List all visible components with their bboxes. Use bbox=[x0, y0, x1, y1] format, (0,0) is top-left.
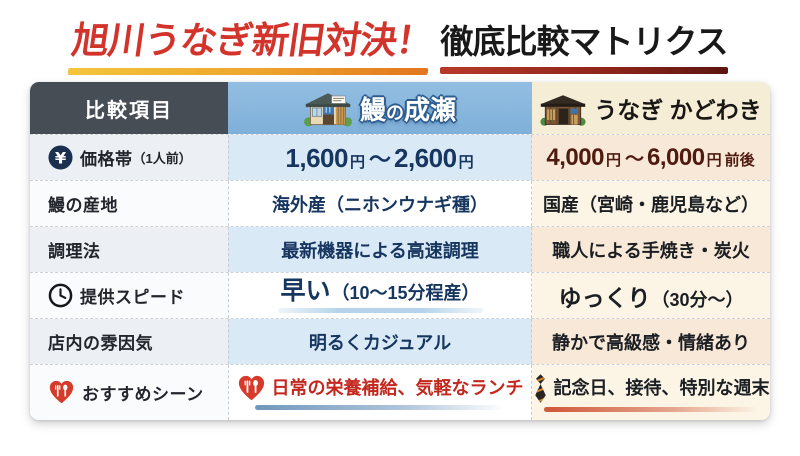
row-price-label-sub: （1人前） bbox=[132, 151, 192, 166]
origin-naruse: 海外産（ニホンウナギ種） bbox=[228, 181, 532, 226]
price-kadowaki-u2: 円 bbox=[706, 151, 722, 169]
speed-kadowaki: ゆっくり （30分〜） bbox=[532, 273, 770, 318]
mood-naruse: 明るくカジュアル bbox=[228, 319, 532, 364]
row-speed-label-cell: 提供スピード bbox=[30, 273, 228, 318]
header-naruse: 鰻の成瀬 bbox=[228, 82, 532, 134]
svg-text:¥: ¥ bbox=[55, 148, 67, 167]
row-price-label: 価格帯 bbox=[80, 150, 133, 169]
row-cooking-label: 調理法 bbox=[48, 242, 101, 261]
title-underline-orange bbox=[67, 68, 429, 75]
speed-kadowaki-rest: （30分〜） bbox=[651, 289, 744, 310]
price-naruse-u2: 円 bbox=[458, 153, 474, 171]
row-cooking: 調理法 最新機器による高速調理 職人による手焼き・炭火 bbox=[30, 226, 770, 272]
traditional-storefront-icon bbox=[540, 90, 586, 127]
mood-kadowaki: 静かで高級感・情緒あり bbox=[532, 319, 770, 364]
row-price-label-cell: ¥ 価格帯 （1人前） bbox=[30, 135, 228, 180]
row-cooking-label-cell: 調理法 bbox=[30, 227, 228, 272]
speed-naruse-underline bbox=[277, 308, 483, 314]
price-kadowaki-n2: 6,000 bbox=[647, 143, 705, 171]
row-mood: 店内の雰因気 明るくカジュアル 静かで高級感・情緒あり bbox=[30, 318, 770, 364]
page-title: 旭川うなぎ新旧対決！ 徹底比較マトリクス bbox=[0, 10, 800, 75]
row-scene-label-cell: おすすめシーン bbox=[30, 365, 228, 420]
shop-name-kadowaki: うなぎ かどわき bbox=[594, 97, 762, 123]
necktie-icon bbox=[533, 373, 548, 404]
title-underline-maroon bbox=[440, 67, 728, 74]
title-sub-text: 徹底比較マトリクス bbox=[440, 23, 728, 60]
scene-naruse-text: 日常の栄養補給、気軽なランチ bbox=[271, 377, 524, 398]
price-naruse-u1: 円 bbox=[349, 153, 365, 171]
price-kadowaki-u1: 円 bbox=[605, 151, 621, 169]
title-sub: 徹底比較マトリクス bbox=[440, 15, 729, 74]
row-mood-label-cell: 店内の雰因気 bbox=[30, 319, 228, 364]
row-mood-label: 店内の雰因気 bbox=[48, 334, 153, 353]
price-naruse-n1: 1,600 bbox=[285, 142, 348, 173]
price-naruse-n2: 2,600 bbox=[394, 142, 457, 173]
row-origin-label-cell: 鰻の産地 bbox=[30, 181, 228, 226]
shop-name-naruse-p1: 鰻 bbox=[359, 94, 386, 125]
row-origin-label: 鰻の産地 bbox=[48, 196, 118, 215]
price-naruse: 1,600 円 〜 2,600 円 bbox=[228, 135, 532, 180]
header-label-text: 比較項目 bbox=[85, 99, 173, 122]
scene-kadowaki: 記念日、接待、特別な週末 bbox=[532, 365, 770, 420]
row-price: ¥ 価格帯 （1人前） 1,600 円 〜 2,600 円 4,000 円 bbox=[30, 134, 770, 180]
scene-naruse-underline bbox=[255, 405, 505, 410]
cooking-kadowaki: 職人による手焼き・炭火 bbox=[532, 227, 770, 272]
speed-naruse-big: 早い bbox=[280, 276, 331, 305]
header-kadowaki: うなぎ かどわき bbox=[532, 82, 770, 134]
row-scene-label: おすすめシーン bbox=[82, 385, 204, 404]
price-kadowaki-sep: 〜 bbox=[624, 148, 644, 170]
speed-naruse: 早い （10〜15分程産） bbox=[228, 273, 532, 318]
origin-kadowaki: 国産（宮崎・鹿児島など） bbox=[532, 181, 770, 226]
comparison-table: 比較項目 bbox=[30, 82, 770, 420]
scene-kadowaki-underline bbox=[543, 407, 759, 412]
clock-icon bbox=[48, 283, 73, 308]
yen-icon: ¥ bbox=[48, 145, 73, 170]
row-origin: 鰻の産地 海外産（ニホンウナギ種） 国産（宮崎・鹿児島など） bbox=[30, 180, 770, 226]
shop-name-naruse-p2: の bbox=[386, 102, 404, 123]
scene-kadowaki-text: 記念日、接待、特別な週末 bbox=[553, 377, 770, 398]
modern-storefront-icon bbox=[303, 89, 352, 127]
price-kadowaki: 4,000 円 〜 6,000 円 前後 bbox=[532, 135, 770, 180]
title-main: 旭川うなぎ新旧対決！ bbox=[67, 10, 437, 75]
heart-cutlery-icon bbox=[48, 380, 75, 405]
row-speed-label: 提供スピード bbox=[80, 288, 185, 307]
header-compare-items: 比較項目 bbox=[30, 82, 228, 134]
title-main-text: 旭川うなぎ新旧対決！ bbox=[69, 20, 436, 61]
cooking-naruse: 最新機器による高速調理 bbox=[228, 227, 532, 272]
heart-cutlery-icon-small bbox=[237, 375, 266, 402]
row-speed: 提供スピード 早い （10〜15分程産） ゆっくり （30分〜） bbox=[30, 272, 770, 318]
speed-kadowaki-big: ゆっくり bbox=[558, 284, 651, 311]
price-kadowaki-n1: 4,000 bbox=[546, 143, 604, 171]
shop-name-naruse-p3: 成瀬 bbox=[404, 94, 457, 125]
row-scene: おすすめシーン bbox=[30, 364, 770, 420]
speed-naruse-rest: （10〜15分程産） bbox=[331, 282, 480, 303]
price-kadowaki-suffix: 前後 bbox=[724, 151, 755, 169]
price-naruse-sep: 〜 bbox=[368, 146, 391, 172]
table-header-row: 比較項目 bbox=[30, 82, 770, 134]
scene-naruse: 日常の栄養補給、気軽なランチ bbox=[228, 365, 532, 420]
shop-name-naruse: 鰻の成瀬 bbox=[360, 90, 456, 127]
